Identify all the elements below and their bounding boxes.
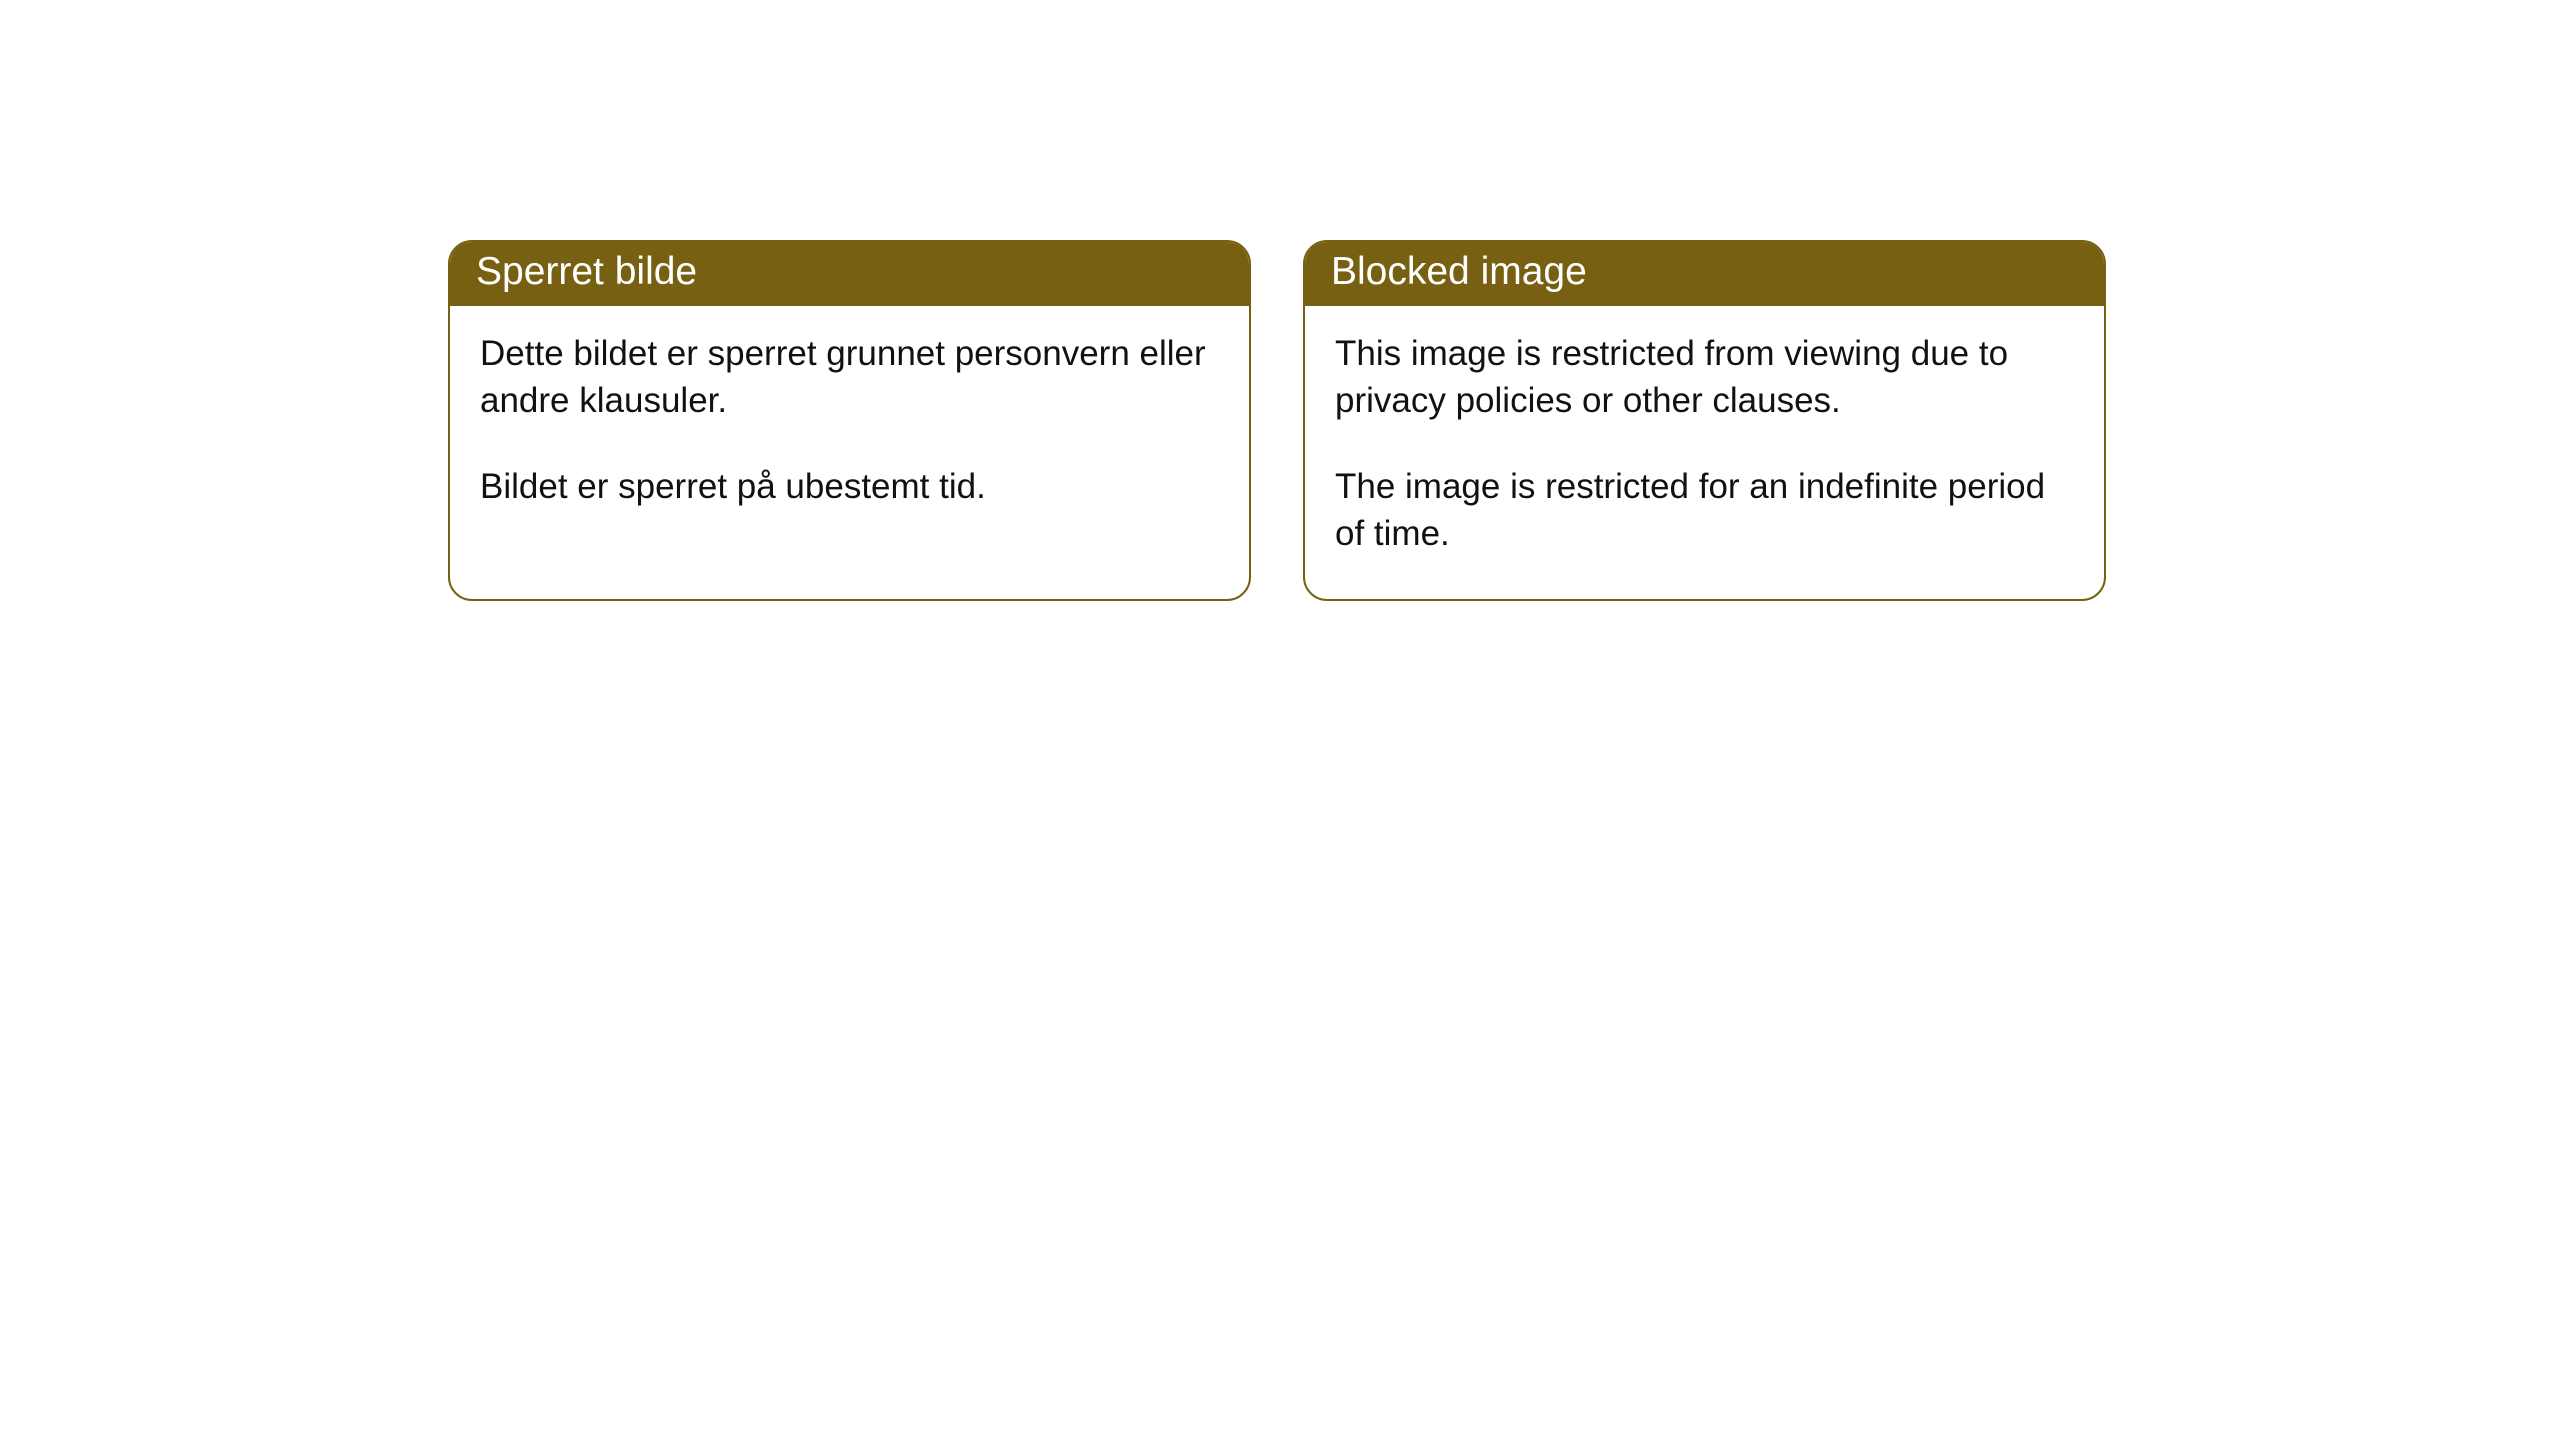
card-paragraph: The image is restricted for an indefinit… xyxy=(1335,463,2074,558)
cards-container: Sperret bilde Dette bildet er sperret gr… xyxy=(448,240,2560,601)
card-body: This image is restricted from viewing du… xyxy=(1305,306,2104,599)
card-paragraph: Dette bildet er sperret grunnet personve… xyxy=(480,330,1219,425)
card-header: Blocked image xyxy=(1305,242,2104,306)
card-paragraph: This image is restricted from viewing du… xyxy=(1335,330,2074,425)
card-body: Dette bildet er sperret grunnet personve… xyxy=(450,306,1249,552)
info-card-english: Blocked image This image is restricted f… xyxy=(1303,240,2106,601)
card-header: Sperret bilde xyxy=(450,242,1249,306)
info-card-norwegian: Sperret bilde Dette bildet er sperret gr… xyxy=(448,240,1251,601)
card-paragraph: Bildet er sperret på ubestemt tid. xyxy=(480,463,1219,510)
